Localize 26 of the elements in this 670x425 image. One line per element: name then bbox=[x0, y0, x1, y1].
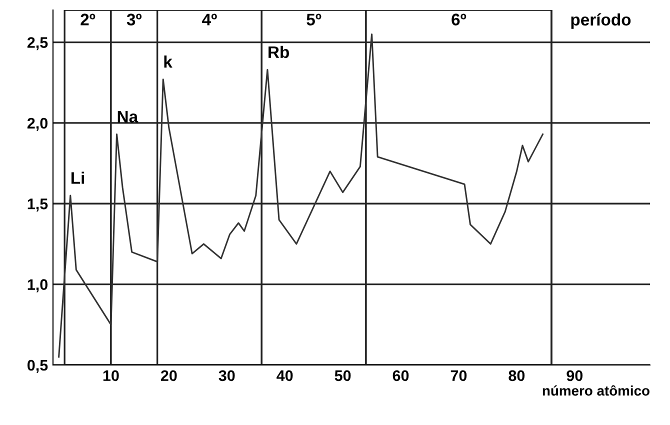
x-axis-title: número atômico bbox=[542, 385, 650, 396]
x-tick-label: 70 bbox=[450, 370, 467, 382]
x-tick-label: 90 bbox=[566, 370, 583, 382]
y-tick-label: 0,5 bbox=[28, 360, 48, 373]
y-tick-label: 2,0 bbox=[27, 118, 48, 131]
x-tick-label: 20 bbox=[160, 370, 177, 382]
annotation: Na bbox=[118, 110, 138, 123]
x-tick-label: 50 bbox=[334, 370, 351, 382]
band-label: 3º bbox=[126, 14, 142, 26]
y-tick-label: 1,5 bbox=[28, 198, 48, 212]
y-tick-label: 2,5 bbox=[27, 37, 48, 50]
x-tick-label: 40 bbox=[276, 370, 293, 382]
x-tick-label: 60 bbox=[392, 370, 409, 382]
band-label: 5º bbox=[306, 14, 322, 26]
x-tick-label: 10 bbox=[103, 370, 119, 382]
annotation: Rb bbox=[268, 46, 289, 58]
band-label: 2º bbox=[80, 14, 96, 26]
annotation: Li bbox=[72, 172, 84, 184]
ref-line-label: período bbox=[571, 13, 631, 29]
x-tick-label: 30 bbox=[218, 370, 235, 382]
annotation: k bbox=[164, 56, 172, 68]
line-series bbox=[58, 33, 544, 358]
y-tick-label: 1,0 bbox=[28, 279, 48, 292]
band-label: 6º bbox=[452, 14, 466, 26]
x-tick-label: 80 bbox=[508, 370, 525, 382]
band-label: 4º bbox=[202, 14, 217, 26]
